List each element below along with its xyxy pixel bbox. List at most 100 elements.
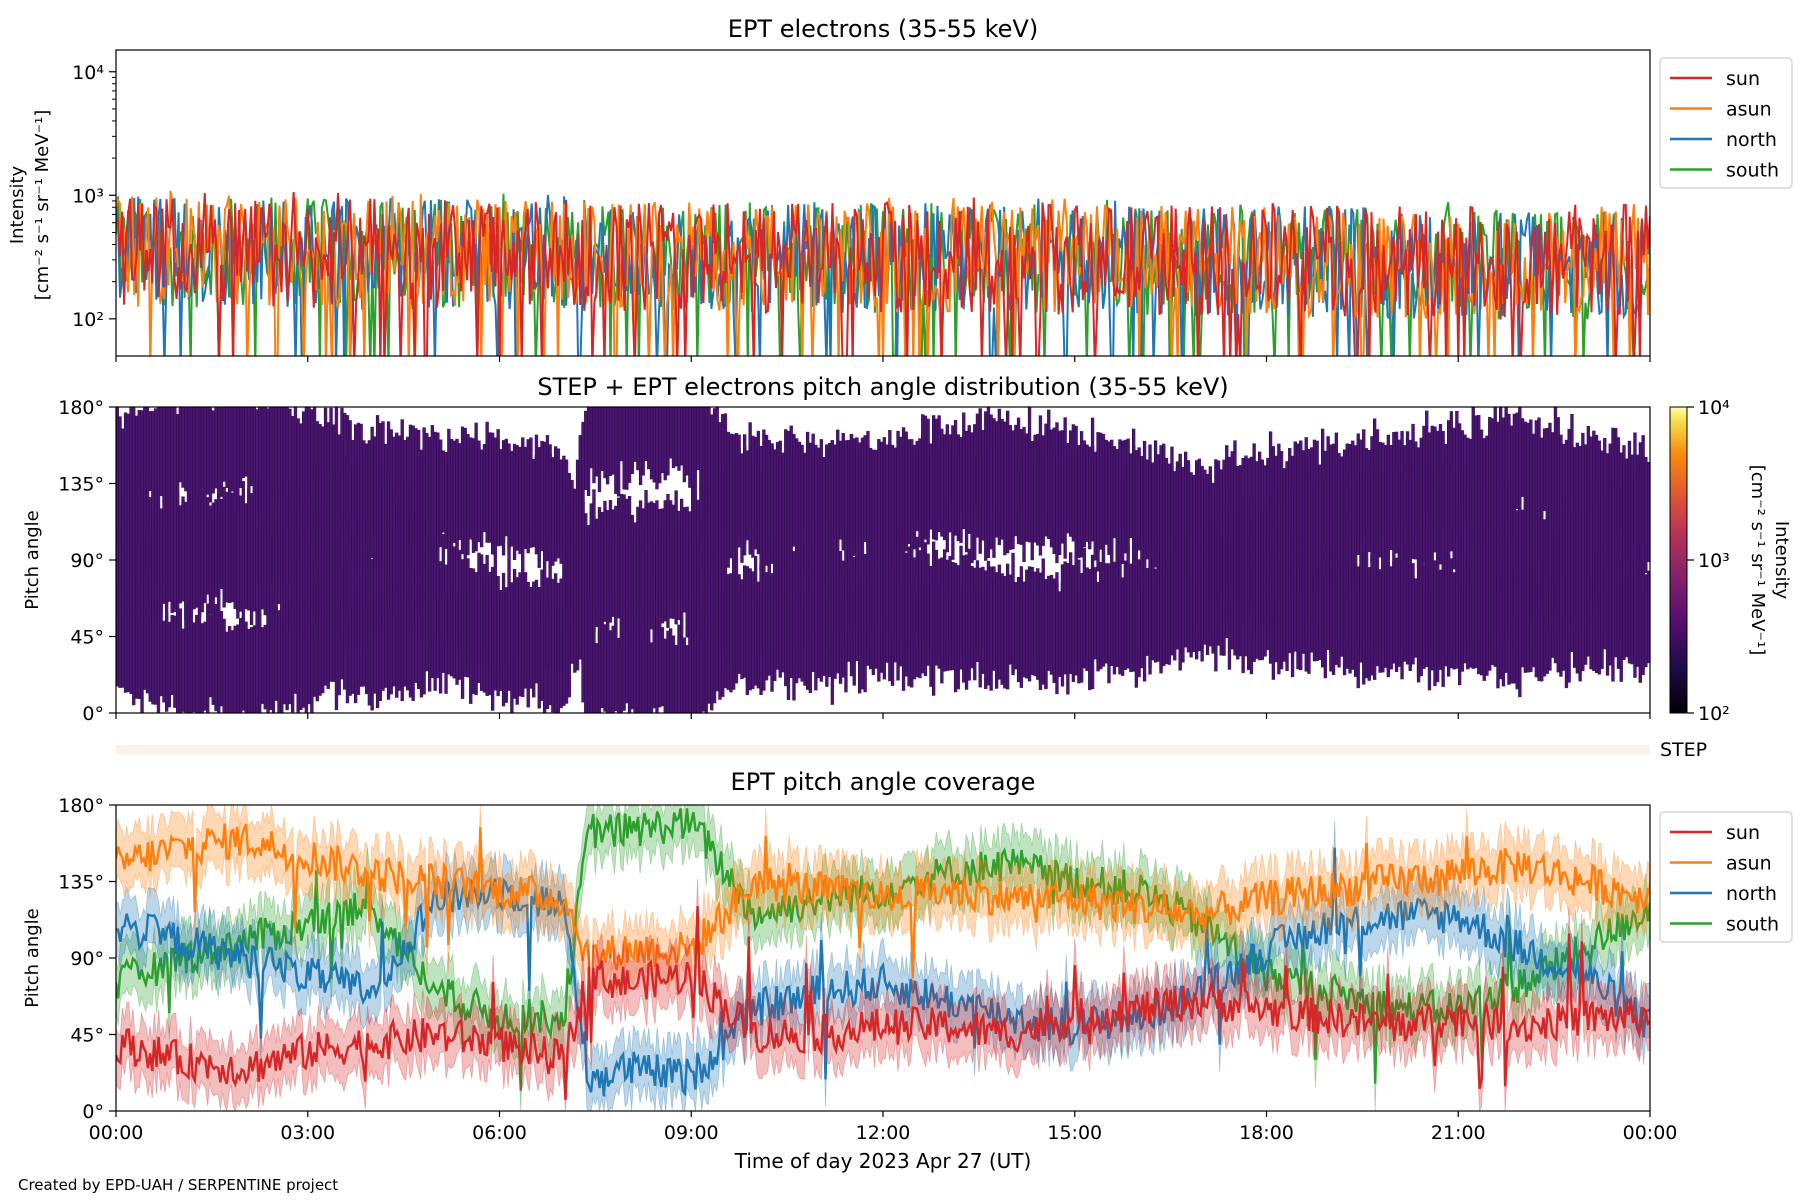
pad-cell-south: [387, 475, 391, 594]
pad-cell-north: [672, 635, 676, 713]
x-tick-label: 21:00: [1431, 1122, 1486, 1144]
pad-cell-north: [1069, 596, 1073, 675]
pad-cell-south: [521, 556, 525, 670]
pad-cell-north: [784, 547, 788, 642]
pad-cell-asun: [666, 494, 670, 616]
pad-cell-south: [929, 443, 933, 522]
pad-cell-south: [995, 421, 999, 520]
pad-cell-north: [1132, 561, 1136, 672]
pad-cell-south: [1126, 438, 1130, 527]
pad-cell-south: [1636, 454, 1640, 566]
pad-cell-north: [992, 566, 996, 661]
pad-cell-north: [505, 438, 509, 535]
pad-cell-south: [1332, 536, 1336, 655]
pad-cell-north: [496, 439, 500, 547]
pad-cell-sun: [1307, 563, 1311, 674]
pad-cell-south: [181, 501, 185, 599]
pad-cell-north: [937, 558, 941, 641]
pad-cell-north: [1189, 557, 1193, 658]
pad-cell-south: [417, 520, 421, 642]
pad-cell-asun: [1335, 432, 1339, 530]
y-tick-label: 135°: [58, 474, 104, 496]
pad-cell-south: [420, 530, 424, 612]
pad-cell-south: [203, 499, 207, 604]
pad-cell-asun: [140, 410, 144, 498]
pad-cell-north: [650, 642, 654, 713]
pad-cell-north: [913, 557, 917, 642]
pad-cell-south: [1099, 432, 1103, 537]
pad-cell-south: [1376, 548, 1380, 652]
pad-cell-south: [992, 418, 996, 508]
pad-cell-sun: [184, 602, 188, 713]
pad-cell-sun: [225, 631, 229, 713]
pad-cell-asun: [381, 421, 385, 530]
pad-cell-south: [836, 456, 840, 532]
pad-cell-north: [683, 637, 687, 713]
pad-cell-south: [735, 433, 739, 549]
pad-cell-sun: [379, 595, 383, 701]
pad-cell-south: [1576, 496, 1580, 611]
colorbar-label-line1: Intensity: [1771, 521, 1792, 600]
pad-cell-north: [918, 550, 922, 648]
pad-cell-north: [305, 543, 309, 623]
pad-cell-south: [422, 531, 426, 607]
pad-cell-south: [858, 453, 862, 532]
pad-cell-north: [631, 631, 635, 710]
pad-cell-north: [1299, 485, 1303, 576]
pad-cell-north: [1326, 464, 1330, 577]
y-tick-label: 45°: [70, 1025, 104, 1047]
pad-cell-south: [220, 509, 224, 587]
series-line-sun: [116, 192, 1650, 356]
pad-cell-south: [1441, 553, 1445, 668]
pad-cell-south: [776, 450, 780, 560]
pad-cell-north: [1014, 582, 1018, 660]
pad-cell-north: [1162, 550, 1166, 667]
pad-cell-asun: [644, 490, 648, 612]
pad-cell-south: [989, 414, 993, 532]
pad-cell-asun: [1537, 417, 1541, 527]
pad-cell-sun: [381, 614, 385, 691]
panel3-plot-area: [116, 805, 1650, 1111]
pad-cell-north: [1022, 581, 1026, 676]
pad-cell-south: [288, 493, 292, 582]
pad-cell-north: [324, 538, 328, 629]
pad-cell-north: [803, 545, 807, 649]
pad-cell-south: [332, 470, 336, 560]
pad-cell-north: [1332, 463, 1336, 581]
pad-cell-asun: [1518, 407, 1522, 510]
pad-cell-north: [1392, 467, 1396, 570]
y-tick-label: 90°: [70, 550, 104, 572]
pad-cell-north: [800, 546, 804, 647]
pad-cell-south: [414, 510, 418, 629]
pad-cell-sun: [392, 584, 396, 687]
pad-cell-north: [1469, 467, 1473, 583]
pad-cell-asun: [326, 422, 330, 505]
pad-cell-south: [346, 459, 350, 582]
pad-cell-north: [891, 537, 895, 644]
pad-cell-sun: [337, 604, 341, 696]
pad-cell-north: [894, 541, 898, 624]
pad-cell-asun: [269, 407, 273, 505]
pad-cell-north: [973, 567, 977, 661]
pad-cell-asun: [1529, 419, 1533, 519]
pad-cell-south: [704, 407, 708, 506]
pad-cell-north: [1502, 488, 1506, 592]
pad-cell-south: [1230, 487, 1234, 601]
pad-cell-north: [335, 548, 339, 626]
pad-cell-sun: [373, 596, 377, 694]
pad-cell-south: [389, 472, 393, 584]
pad-cell-sun: [250, 627, 254, 713]
pad-cell-south: [1307, 541, 1311, 618]
pad-cell-north: [1184, 563, 1188, 648]
pad-cell-north: [483, 444, 487, 526]
pad-cell-north: [633, 610, 637, 713]
pad-cell-sun: [400, 585, 404, 702]
colorbar: [1669, 406, 1688, 714]
pad-cell-south: [746, 456, 750, 541]
pad-cell-north: [348, 543, 352, 650]
pad-cell-south: [1370, 555, 1374, 638]
pad-cell-south: [1299, 537, 1303, 619]
pad-cell-south: [1488, 562, 1492, 642]
pad-cell-north: [318, 527, 322, 642]
pad-cell-south: [1587, 514, 1591, 597]
